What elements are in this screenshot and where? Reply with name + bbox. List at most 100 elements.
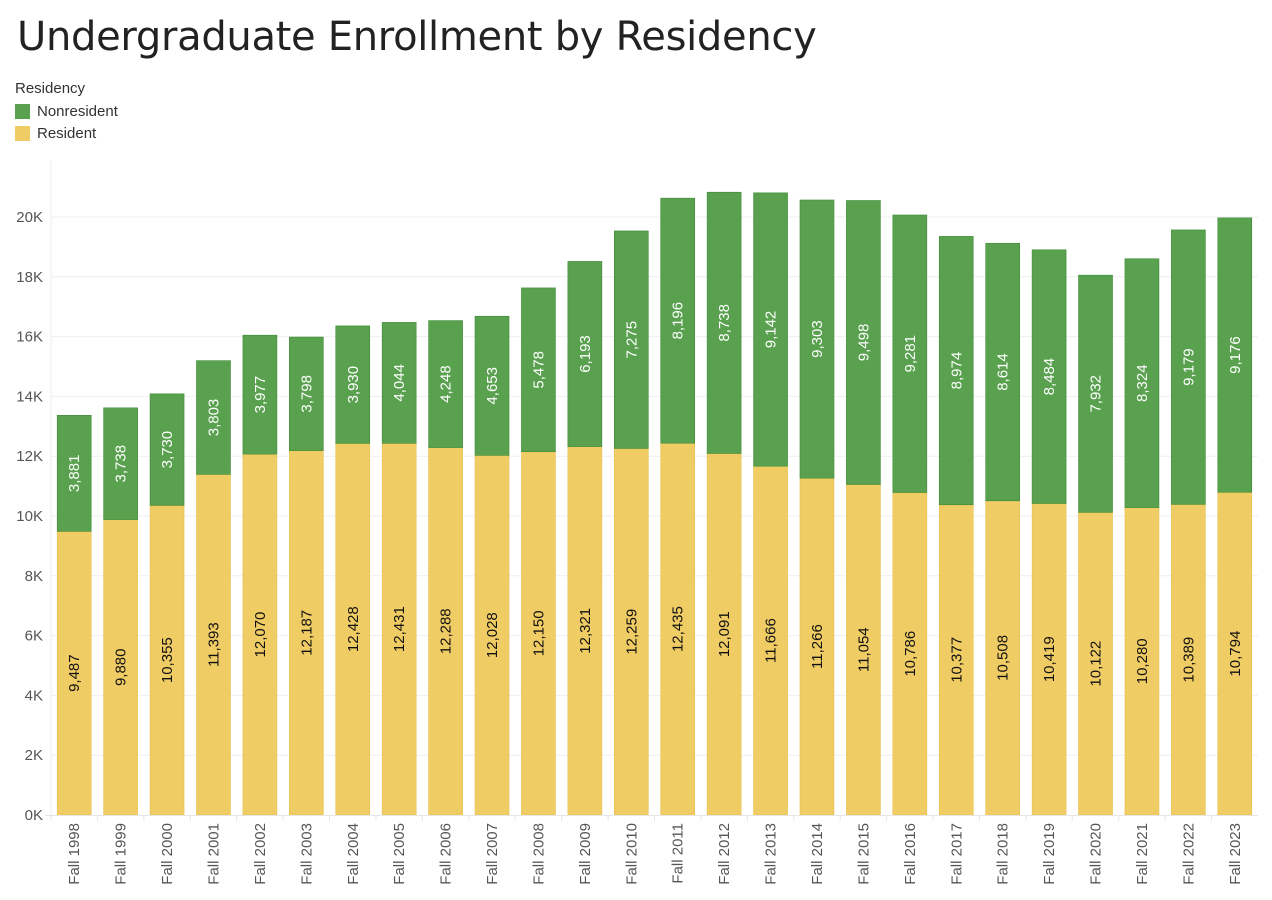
bar-nonresident (289, 336, 324, 451)
data-label-nonresident: 8,324 (1134, 364, 1151, 402)
bar-group: 12,428 3,930 (335, 325, 371, 816)
bar-nonresident (56, 414, 92, 532)
bar-resident (521, 451, 556, 816)
x-tick-label: Fall 2023 (1227, 823, 1244, 885)
data-label-nonresident: 8,484 (1041, 358, 1058, 396)
bar-resident (1217, 491, 1253, 816)
bar-nonresident (428, 320, 463, 448)
data-label-resident: 9,487 (66, 654, 83, 692)
data-label-nonresident: 9,176 (1227, 336, 1244, 374)
y-tick-label: 18K (16, 269, 43, 286)
x-tick-label: Fall 2004 (345, 823, 362, 885)
bar-nonresident (846, 200, 881, 485)
data-label-resident: 10,794 (1227, 631, 1244, 677)
data-label-nonresident: 8,738 (716, 304, 733, 342)
bar-resident (474, 455, 510, 816)
data-label-resident: 10,355 (159, 637, 176, 683)
data-label-resident: 11,666 (763, 618, 780, 663)
data-label-nonresident: 3,930 (345, 366, 362, 404)
data-label-nonresident: 8,974 (948, 352, 965, 390)
bar-group: 12,150 5,478 (521, 287, 556, 816)
x-tick-label: Fall 2009 (577, 823, 594, 885)
bar-resident (289, 450, 324, 816)
bar-resident (567, 446, 603, 816)
x-tick-label: Fall 2016 (902, 823, 919, 885)
bar-resident (938, 504, 974, 816)
data-label-nonresident: 4,248 (438, 365, 455, 403)
bar-group: 12,288 4,248 (428, 320, 463, 816)
y-tick-label: 4K (25, 687, 43, 704)
data-label-resident: 12,187 (298, 610, 315, 656)
bar-nonresident (381, 322, 417, 444)
bar-resident (428, 447, 463, 816)
x-tick-label: Fall 2013 (763, 823, 780, 885)
x-tick-label: Fall 2001 (205, 823, 222, 885)
bar-group: 12,435 8,196 (660, 197, 696, 816)
data-label-resident: 12,288 (438, 608, 455, 654)
bar-resident (846, 484, 881, 816)
bar-nonresident (335, 325, 371, 444)
data-label-resident: 12,028 (484, 612, 501, 658)
bar-nonresident (1078, 274, 1113, 513)
data-label-nonresident: 4,653 (484, 367, 501, 405)
bar-resident (196, 474, 231, 816)
y-tick-label: 20K (16, 209, 43, 226)
data-label-resident: 12,070 (252, 612, 269, 658)
bar-group: 12,028 4,653 (474, 315, 510, 816)
x-tick-label: Fall 2018 (995, 823, 1012, 885)
data-label-nonresident: 7,275 (623, 321, 640, 359)
bar-group: 12,259 7,275 (613, 230, 649, 816)
bar-resident (753, 465, 788, 816)
bar-group: 11,054 9,498 (846, 200, 881, 816)
bar-nonresident (985, 242, 1020, 502)
data-label-nonresident: 9,281 (902, 335, 919, 373)
y-tick-label: 0K (25, 807, 43, 824)
bar-nonresident (567, 261, 603, 447)
x-tick-label: Fall 2014 (809, 823, 826, 885)
data-label-resident: 12,428 (345, 606, 362, 652)
y-tick-label: 2K (25, 747, 43, 764)
data-label-nonresident: 6,193 (577, 335, 594, 373)
legend-item-resident[interactable]: Resident (15, 122, 118, 144)
data-label-nonresident: 9,498 (855, 324, 872, 362)
data-label-nonresident: 3,803 (205, 399, 222, 437)
bar-group: 12,431 4,044 (381, 322, 417, 816)
x-tick-label: Fall 2019 (1041, 823, 1058, 885)
legend-swatch-nonresident (15, 103, 30, 119)
bar-resident (242, 453, 278, 816)
legend: Residency Nonresident Resident (15, 80, 118, 144)
bar-group: 10,419 8,484 (1031, 249, 1067, 816)
bar-nonresident (753, 192, 788, 467)
y-axis: 0K 2K 4K 6K 8K 10K 12K 14K 16K 18K 20K (16, 209, 43, 824)
data-label-nonresident: 3,881 (66, 455, 83, 493)
legend-item-nonresident[interactable]: Nonresident (15, 100, 118, 122)
bar-group: 12,070 3,977 (242, 334, 278, 816)
data-label-resident: 10,122 (1088, 641, 1105, 687)
bar-resident (381, 443, 417, 816)
x-tick-label: Fall 2000 (159, 823, 176, 885)
bar-group: 10,508 8,614 (985, 242, 1020, 816)
x-tick-label: Fall 2015 (855, 823, 872, 885)
data-label-nonresident: 7,932 (1088, 375, 1105, 413)
bar-nonresident (103, 407, 138, 520)
bar-group: 10,389 9,179 (1171, 229, 1206, 816)
bar-group: 12,187 3,798 (289, 336, 324, 816)
bar-nonresident (799, 199, 835, 479)
bar-group: 11,393 3,803 (196, 360, 231, 816)
x-axis: Fall 1998 Fall 1999 Fall 2000 Fall 2001 Fall… (45, 815, 1258, 885)
legend-label-resident: Resident (37, 124, 97, 142)
data-label-nonresident: 3,798 (298, 375, 315, 413)
bar-group: 10,377 8,974 (938, 236, 974, 816)
legend-label-nonresident: Nonresident (37, 102, 118, 120)
x-tick-label: Fall 2003 (298, 823, 315, 885)
bar-nonresident (1217, 217, 1253, 493)
data-label-resident: 12,435 (670, 606, 687, 652)
data-label-resident: 12,431 (391, 606, 408, 652)
bar-nonresident (938, 236, 974, 506)
bar-resident (613, 448, 649, 816)
x-tick-label: Fall 1998 (66, 823, 83, 885)
x-tick-label: Fall 2010 (623, 823, 640, 885)
data-label-nonresident: 9,142 (763, 311, 780, 349)
y-tick-label: 14K (16, 388, 43, 405)
